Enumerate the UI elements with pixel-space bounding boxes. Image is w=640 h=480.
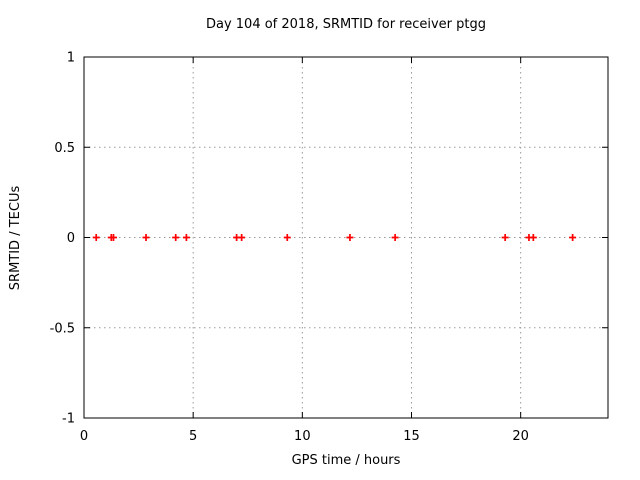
data-point-marker: [172, 234, 180, 241]
y-tick-label: 0.5: [54, 141, 75, 156]
data-point-marker: [92, 234, 100, 241]
y-tick-label: -1: [62, 412, 75, 427]
data-point-marker: [391, 234, 399, 241]
x-tick-label: 0: [80, 429, 88, 444]
data-point-marker: [569, 234, 577, 241]
data-point-layer: [92, 234, 577, 241]
x-axis-label: GPS time / hours: [292, 453, 401, 468]
chart-title: Day 104 of 2018, SRMTID for receiver ptg…: [206, 17, 486, 32]
y-axis-label: SRMTID / TECUs: [8, 186, 23, 291]
x-tick-label: 15: [403, 429, 420, 444]
y-tick-label: 1: [67, 51, 75, 66]
data-point-marker: [238, 234, 246, 241]
data-point-marker: [182, 234, 190, 241]
data-point-marker: [283, 234, 291, 241]
x-tick-label: 20: [512, 429, 529, 444]
x-tick-label: 5: [189, 429, 197, 444]
y-tick-label: -0.5: [50, 321, 75, 336]
data-point-marker: [501, 234, 509, 241]
tick-layer: [83, 56, 608, 419]
y-tick-label: 0: [67, 231, 75, 246]
data-point-marker: [529, 234, 537, 241]
grid-layer: [84, 57, 608, 418]
data-point-marker: [346, 234, 354, 241]
data-point-marker: [142, 234, 150, 241]
tick-label-layer: 0 5 10 15 20 1 0.5 0 -0.5 -1: [50, 51, 529, 445]
data-point-marker: [109, 234, 117, 241]
x-tick-label: 10: [294, 429, 311, 444]
